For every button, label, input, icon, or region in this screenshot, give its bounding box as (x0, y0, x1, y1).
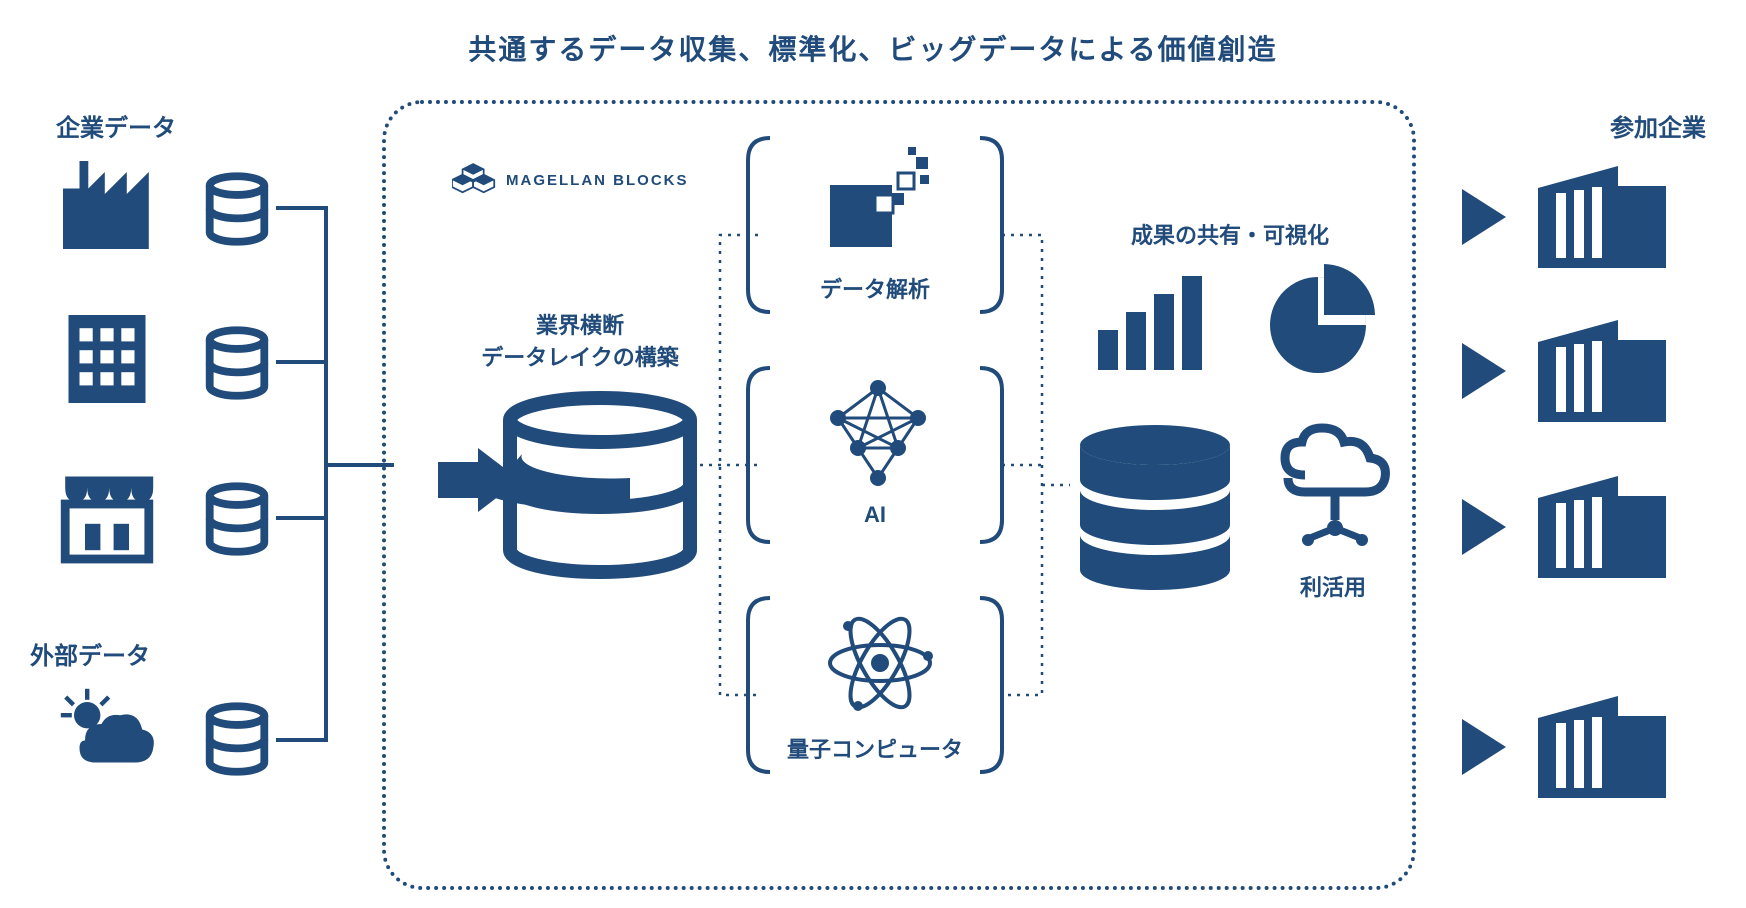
pie-chart-icon (1260, 260, 1380, 380)
company-building-icon (1528, 688, 1678, 808)
shop-icon (52, 460, 162, 570)
weather-icon (52, 680, 162, 790)
company-building-icon (1528, 312, 1678, 432)
share-label: 成果の共有・可視化 (1080, 218, 1380, 250)
utilize-label: 利活用 (1268, 570, 1398, 602)
bar-chart-icon (1090, 260, 1220, 380)
arrow-right-icon (1458, 185, 1514, 249)
datalake-icon (430, 390, 710, 580)
datalake-label: 業界横断 データレイクの構築 (450, 310, 710, 374)
corporate-data-label: 企業データ (56, 108, 176, 143)
arrow-right-icon (1458, 495, 1514, 559)
ai-network-icon (818, 378, 938, 488)
output-database-icon (1070, 420, 1240, 600)
ai-label: AI (740, 502, 1010, 528)
cloud-download-icon (1270, 420, 1400, 560)
participants-label: 参加企業 (1610, 108, 1706, 143)
factory-icon (52, 150, 162, 260)
analysis-label: データ解析 (740, 272, 1010, 304)
database-icon (198, 480, 276, 558)
page-title: 共通するデータ収集、標準化、ビッグデータによる価値創造 (0, 28, 1746, 68)
company-building-icon (1528, 468, 1678, 588)
company-building-icon (1528, 158, 1678, 278)
database-icon (198, 324, 276, 402)
external-data-label: 外部データ (30, 636, 150, 671)
quantum-atom-icon (820, 608, 940, 718)
brand-text: MAGELLAN BLOCKS (506, 172, 689, 189)
magellan-blocks-logo: MAGELLAN BLOCKS (452, 160, 689, 200)
quantum-label: 量子コンピュータ (740, 732, 1010, 764)
arrow-right-icon (1458, 339, 1514, 403)
office-building-icon (52, 304, 162, 414)
data-analysis-icon (820, 145, 940, 255)
dotted-connector-right (1002, 225, 1072, 705)
database-icon (198, 170, 276, 248)
database-icon (198, 700, 276, 778)
left-connector-bus (276, 200, 396, 760)
arrow-right-icon (1458, 715, 1514, 779)
